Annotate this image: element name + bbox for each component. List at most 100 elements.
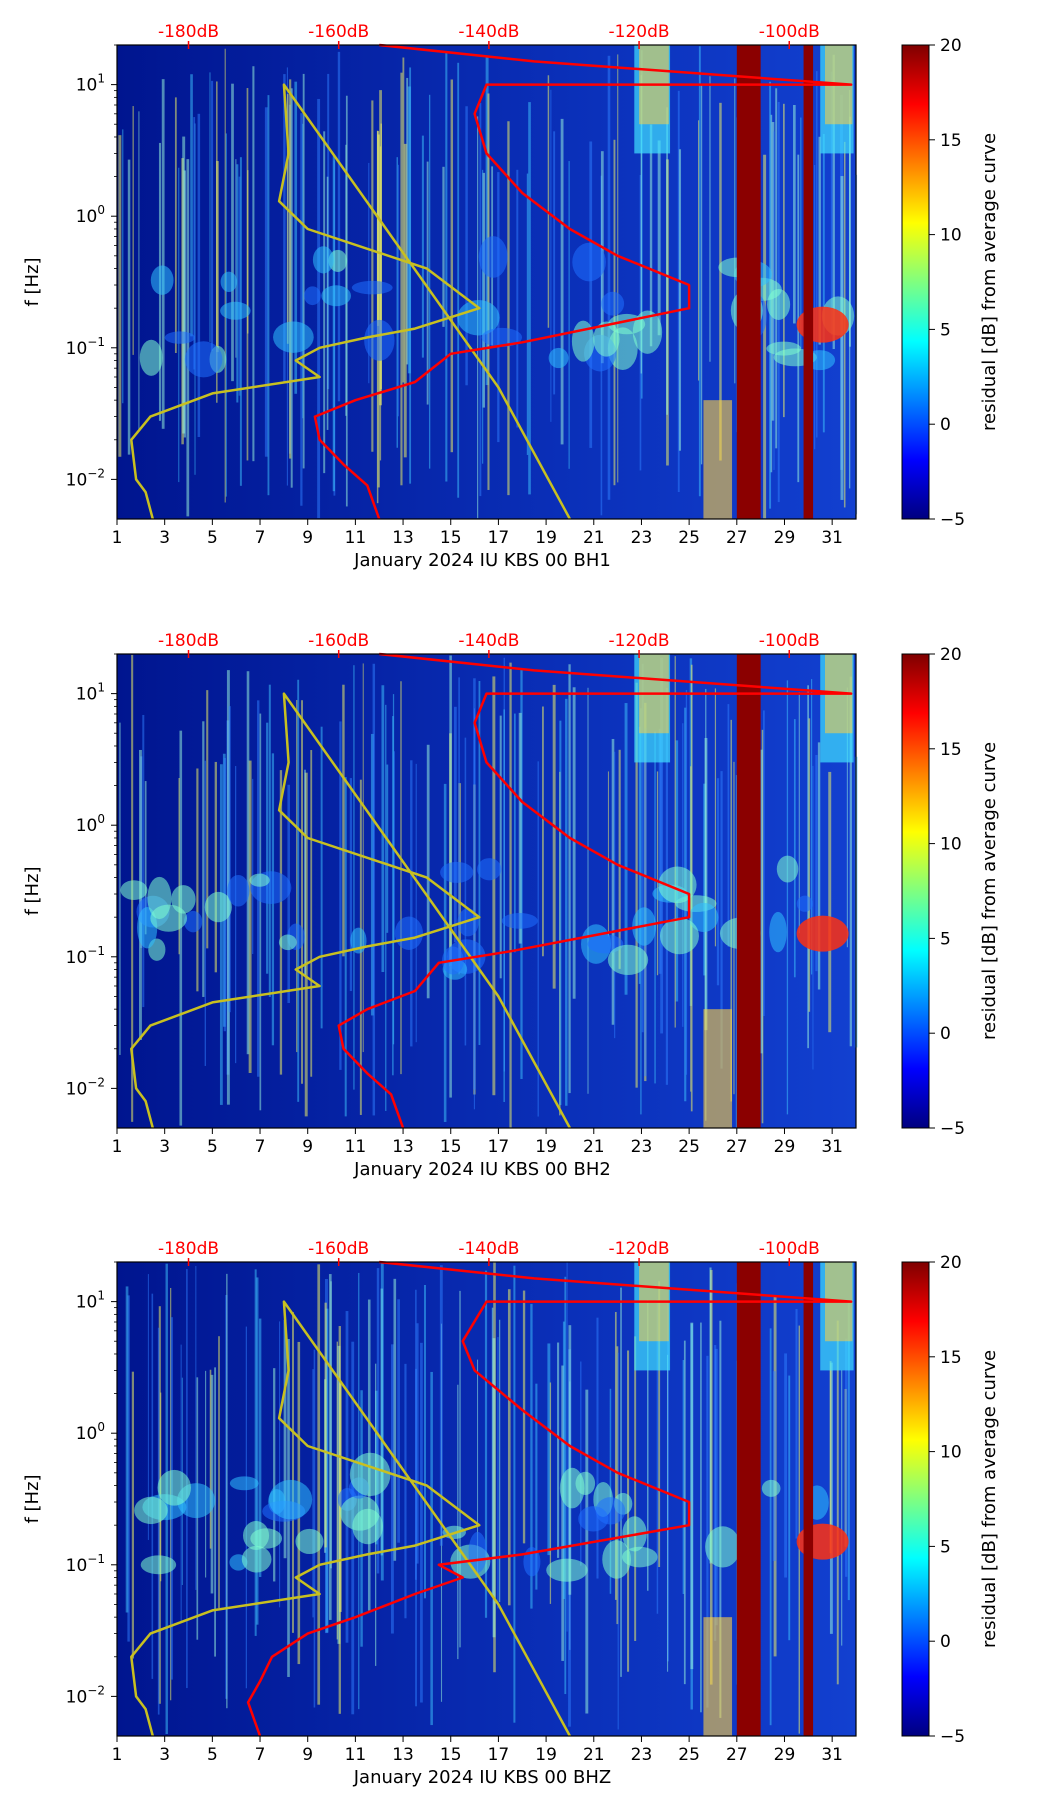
spectrogram-streak [727, 704, 730, 947]
spectrogram-streak [607, 55, 611, 500]
spectrogram-streak [810, 679, 813, 975]
spectrogram-streak [566, 1262, 568, 1632]
spectrogram-streak [423, 1284, 426, 1599]
spectrogram-streak [509, 662, 512, 1128]
spectrogram-streak [760, 749, 763, 1054]
spectrogram-streak [700, 1322, 702, 1713]
x-tick-label: 21 [583, 528, 605, 548]
spectrogram-streak [498, 1319, 501, 1603]
spectrogram-streak [497, 172, 500, 443]
spectrogram-streak [342, 684, 345, 957]
spectrogram-streak [267, 95, 270, 496]
spectrogram-blob [546, 1558, 588, 1582]
spectrogram-blob [312, 246, 334, 274]
spectrogram-streak [320, 726, 323, 1029]
colorbar-tick-label: 10 [940, 835, 962, 855]
spectrogram-blob [352, 1508, 384, 1545]
colorbar-gradient [901, 653, 930, 1129]
spectrogram-streak [830, 71, 833, 336]
spectrogram-streak [769, 1328, 772, 1726]
spectrogram-streak [553, 131, 556, 395]
spectrogram-streak [596, 1317, 599, 1579]
spectrogram-streak [209, 1369, 212, 1549]
spectrogram-streak [816, 71, 818, 438]
spectrogram-streak [840, 176, 844, 500]
spectrogram-streak [296, 700, 298, 1053]
y-axis-label: f [Hz] [22, 866, 43, 915]
spectrogram-streak [836, 1320, 839, 1685]
spectrogram-streak [658, 1281, 661, 1568]
spectrogram-streak [246, 88, 249, 461]
spectrogram-streak [660, 657, 664, 1034]
spectrogram-streak [371, 100, 374, 452]
spectrogram-streak [716, 778, 720, 986]
spectrogram-streak [132, 106, 134, 355]
spectrogram-streak [400, 681, 402, 1075]
spectrogram-streak [290, 88, 293, 488]
spectrogram-streak [294, 81, 298, 394]
spectrogram-blob [457, 300, 500, 336]
spectrogram-streak [144, 781, 147, 935]
spectrogram-streak [709, 76, 711, 362]
db-tick-label: -100dB [759, 22, 820, 42]
x-tick-label: 25 [678, 1137, 700, 1157]
spectrogram-streak [410, 760, 413, 1047]
x-tick-label: 31 [821, 1137, 843, 1157]
spectrogram-streak [396, 157, 398, 448]
spectrogram-streak [507, 1289, 511, 1606]
spectrogram-streak [535, 1383, 538, 1590]
spectrogram-streak [439, 1265, 443, 1546]
colorbar-tick-label: −5 [940, 1119, 965, 1139]
db-tick-label: -160dB [308, 631, 369, 651]
spectrogram-blob [220, 301, 251, 320]
spectrogram-streak [323, 131, 326, 474]
spectrogram-streak [390, 1344, 394, 1634]
spectrogram-streak [562, 1321, 565, 1599]
y-axis-label: f [Hz] [22, 257, 43, 306]
spectrogram-streak [325, 1308, 329, 1633]
spectrogram-streak [239, 157, 242, 486]
spectrogram-streak [559, 720, 562, 1106]
spectrogram-streak [552, 684, 556, 989]
spectrogram-streak [771, 122, 775, 421]
spectrogram-streak [646, 1299, 649, 1591]
spectrogram-streak [568, 1325, 572, 1595]
spectrogram-streak [473, 708, 476, 1110]
spectrogram-streak [580, 1361, 582, 1566]
x-tick-label: 5 [207, 528, 218, 548]
data-gap-band [736, 45, 761, 519]
spectrogram-blob [769, 911, 787, 953]
spectrogram-streak [131, 1371, 135, 1659]
spectrogram-streak [252, 66, 255, 462]
spectrogram-streak [279, 1321, 281, 1608]
spectrogram-streak [289, 79, 292, 459]
db-tick-label: -120dB [609, 631, 670, 651]
colorbar-tick-label: 0 [940, 1632, 951, 1652]
spectrogram-blob [501, 912, 538, 929]
spectrogram-panel-1: 1 3 5 7 9 11 13 15 17 19 21 23 25 27 29 3110−210−110010… [22, 22, 1000, 571]
spectrogram-streak [611, 738, 615, 1025]
spectrogram-streak [430, 1371, 433, 1726]
spectrogram-streak [507, 121, 510, 496]
spectrogram-streak [530, 1303, 533, 1609]
spectrogram-streak [783, 103, 785, 418]
colorbar-tick-label: −5 [940, 1727, 965, 1747]
spectrogram-streak [174, 97, 177, 353]
spectrogram-blob [250, 1528, 283, 1549]
spectrogram-streak [138, 111, 140, 432]
spectrogram-blob [761, 1479, 781, 1497]
spectrogram-blob [477, 858, 502, 881]
colorbar-tick-label: −5 [940, 510, 965, 530]
x-axis-label: January 2024 IU KBS 00 BH2 [353, 1159, 611, 1180]
spectrogram-streak [784, 1353, 788, 1578]
spectrogram-streak [491, 1307, 494, 1598]
spectrogram-streak [450, 79, 454, 453]
spectrogram-streak [798, 1325, 800, 1734]
spectrogram-streak [635, 682, 638, 1088]
spectrogram-streak [690, 1322, 694, 1670]
spectrogram-blob [351, 280, 393, 295]
strong-event [796, 915, 849, 952]
spectrogram-streak [620, 1287, 622, 1677]
db-tick-label: -100dB [759, 1239, 820, 1259]
spectrogram-streak [484, 1270, 488, 1618]
